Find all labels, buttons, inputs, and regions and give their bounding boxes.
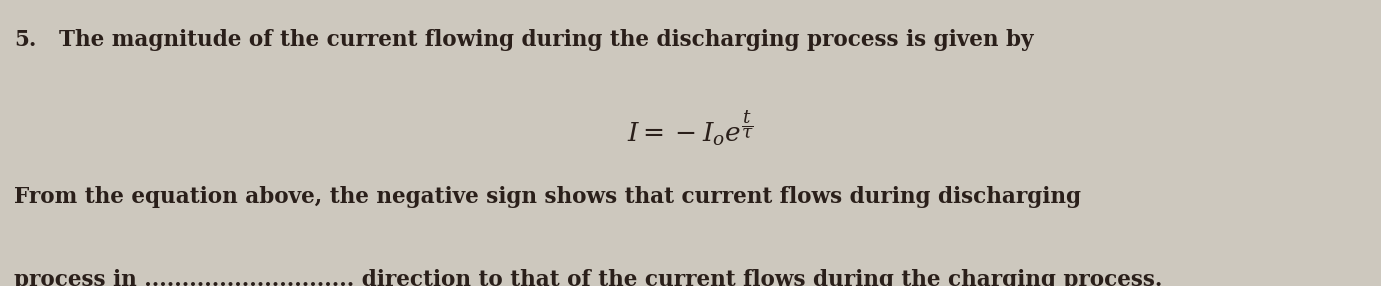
Text: The magnitude of the current flowing during the discharging process is given by: The magnitude of the current flowing dur…	[44, 29, 1033, 51]
Text: $I = -I_o e^{\dfrac{t}{\tau}}$: $I = -I_o e^{\dfrac{t}{\tau}}$	[627, 109, 754, 148]
Text: From the equation above, the negative sign shows that current flows during disch: From the equation above, the negative si…	[14, 186, 1081, 208]
Text: process in ............................ direction to that of the current flows d: process in ............................ …	[14, 269, 1163, 286]
Text: 5.: 5.	[14, 29, 36, 51]
